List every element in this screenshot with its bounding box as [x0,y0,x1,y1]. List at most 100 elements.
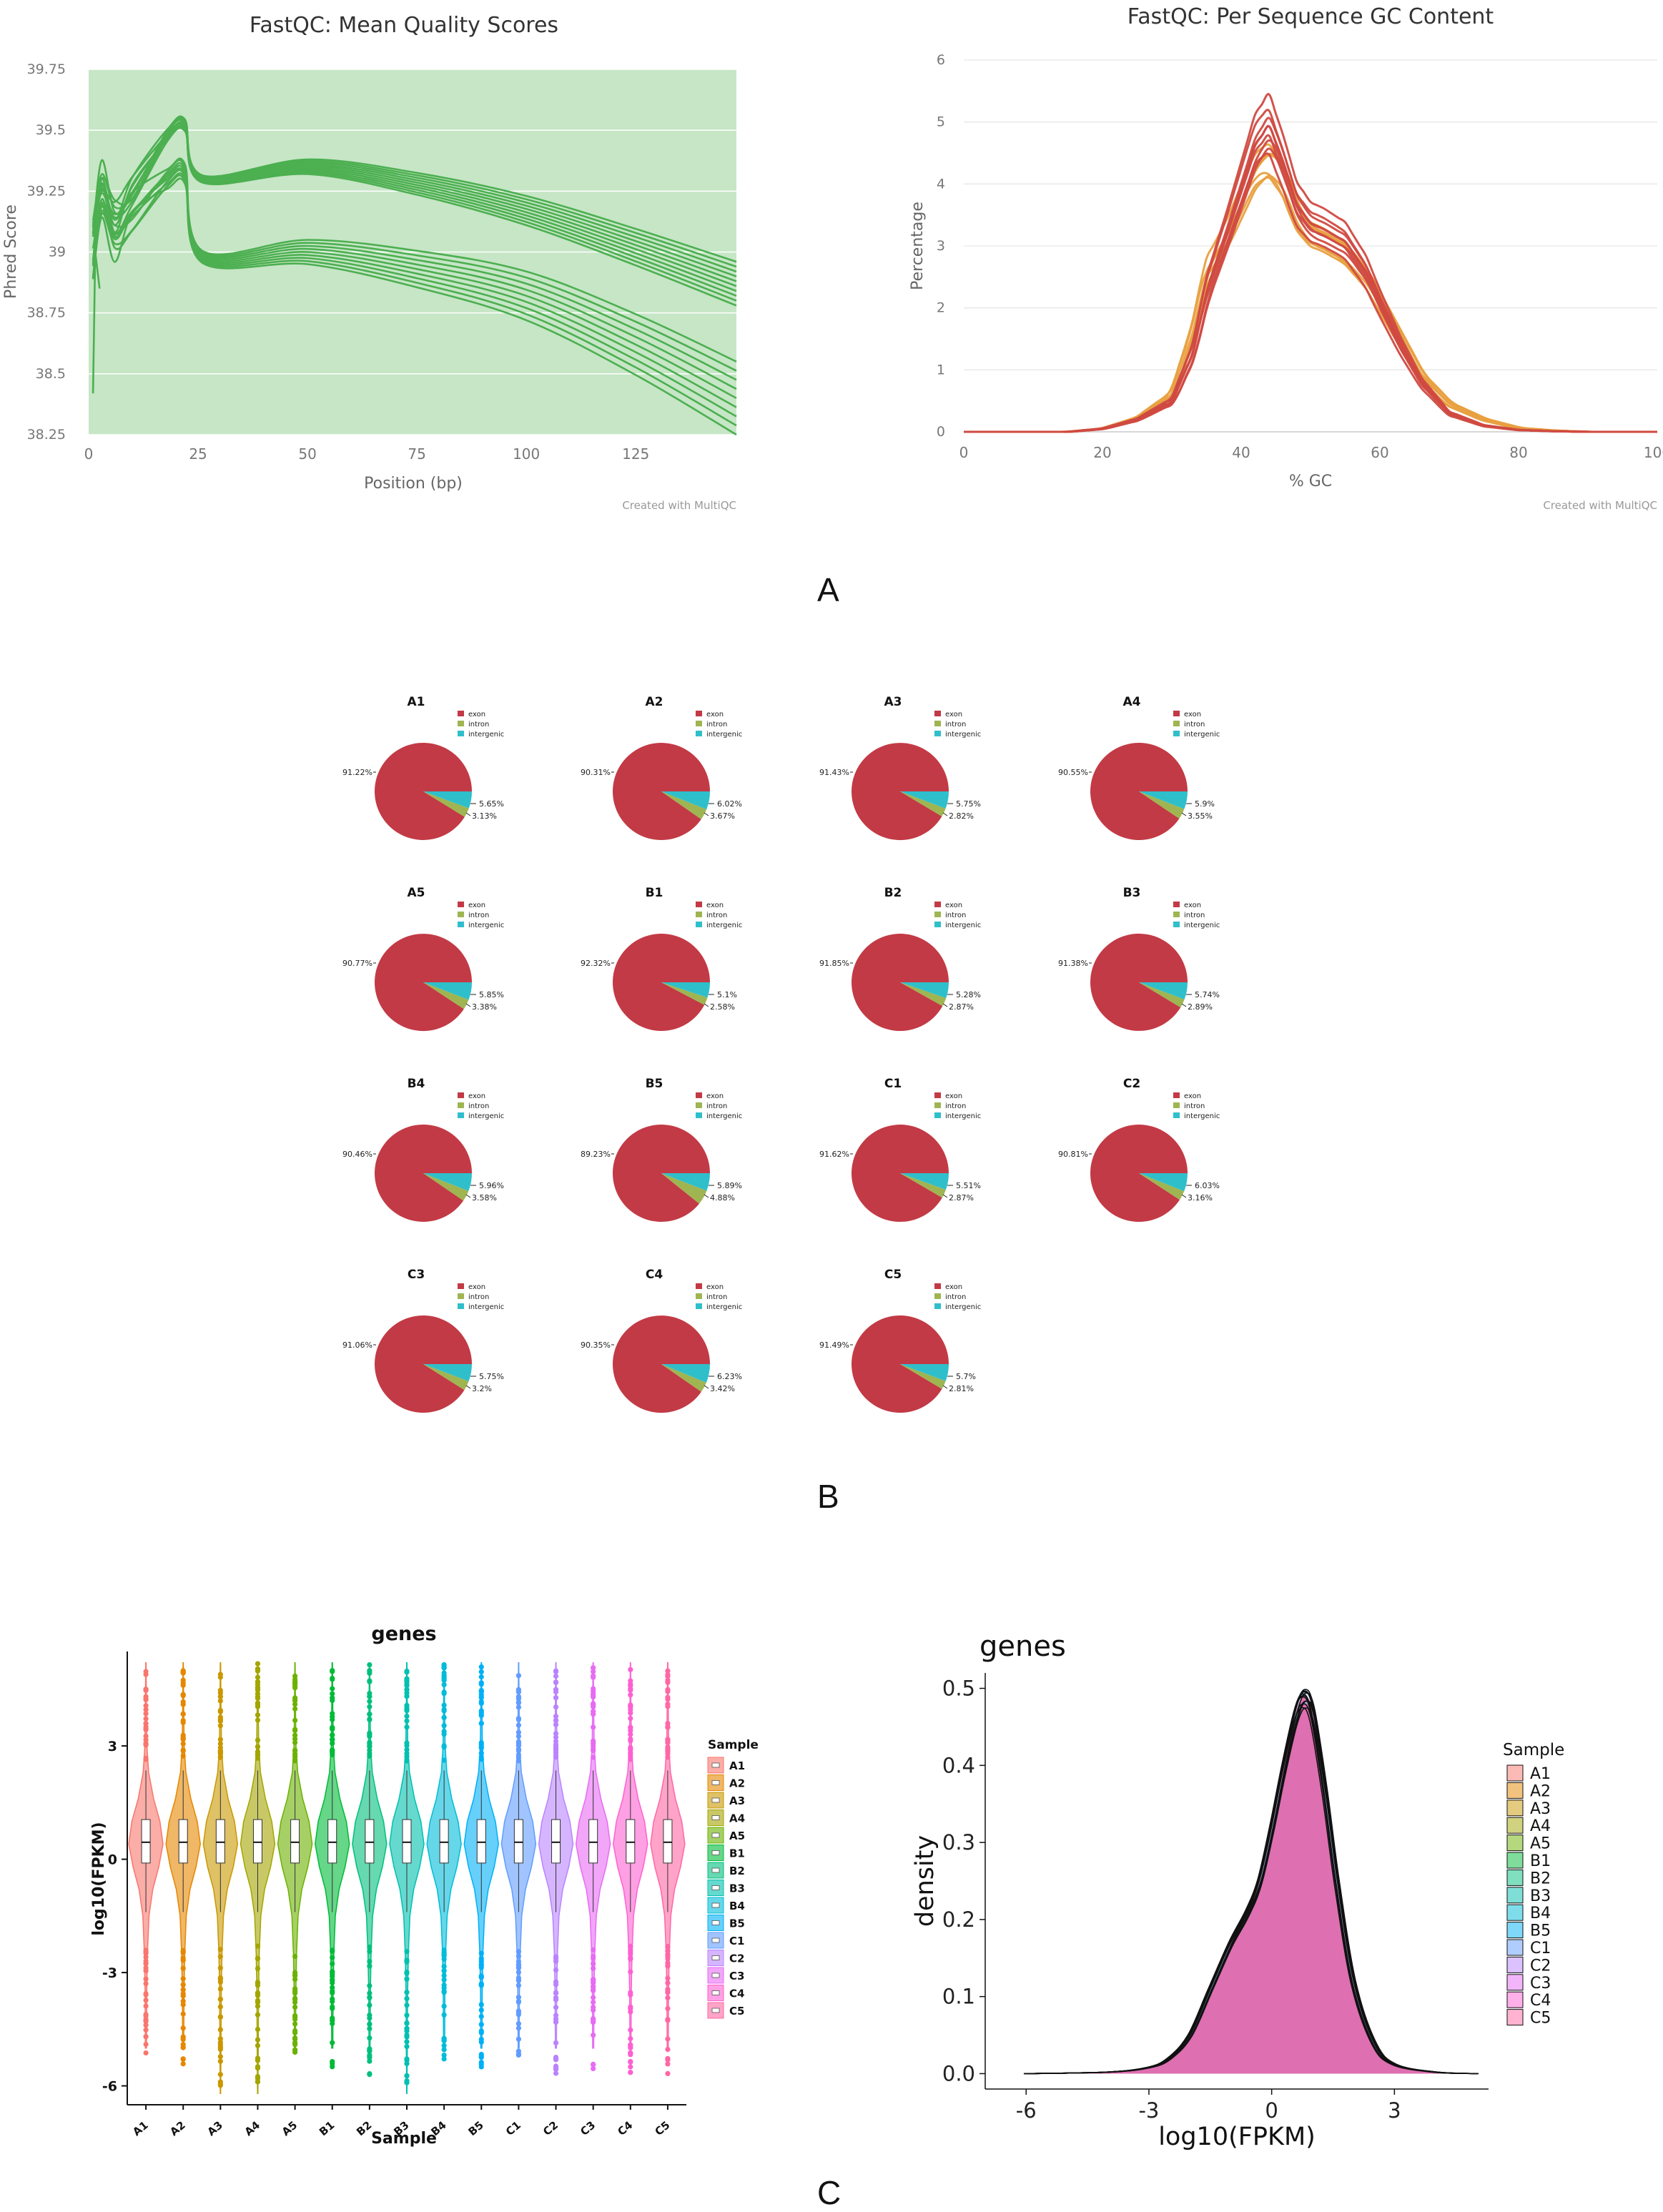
gc-series-line [964,125,1657,433]
pie-a5: A5 90.77% 5.85% 3.38% exon intron intergenic [342,886,504,1032]
outlier-point [217,1707,223,1713]
pie-title: C5 [884,1268,902,1282]
outlier-point [478,2022,484,2028]
legend-swatch [1506,1817,1524,1834]
gc-series-line [964,134,1657,433]
outlier-point [478,1674,484,1680]
x-tick-label: A5 [280,2118,300,2138]
x-tick-label: 0 [1265,2098,1278,2123]
outlier-point [180,2002,186,2008]
legend-swatch-intergenic [458,1303,464,1309]
outlier-point [404,2025,410,2031]
pie-label-tick [942,1385,948,1389]
outlier-point [591,1673,596,1679]
legend-swatch-box [711,1815,720,1820]
violin-c2: C2 [538,1662,574,2138]
outlier-point [553,1979,559,1985]
gc-series-line [964,152,1657,433]
legend-swatch [1506,1904,1524,1921]
outlier-point [404,1724,410,1730]
outlier-point [143,2023,149,2028]
outlier-point [367,2003,372,2008]
y-tick-label: 0.2 [942,1907,975,1932]
legend-label-intergenic: intergenic [468,922,504,929]
outlier-point [367,2055,372,2060]
outlier-point [441,1757,447,1763]
pie-label-exon: 91.49% [819,1340,849,1350]
legend-label: C5 [729,2005,744,2018]
legend-label: C4 [729,1988,744,2000]
outlier-point [367,1983,372,1989]
outlier-point [143,1950,149,1956]
violin-a3: A3 [202,1662,239,2138]
outlier-point [292,1727,298,1732]
outlier-point [441,1744,447,1750]
outlier-point [441,1952,447,1957]
outlier-point [628,1757,633,1762]
y-tick-label: 1 [937,362,945,377]
legend-swatch-box [711,1937,720,1943]
outlier-point [404,2073,410,2078]
legend-swatch-intron [934,1102,941,1108]
pie-slice-intron [1139,1173,1185,1200]
outlier-point [367,2058,372,2064]
pie-label-tick [1181,812,1187,816]
outlier-point [591,1977,596,1983]
legend-label-exon: exon [706,1283,724,1291]
outlier-point [180,1670,186,1676]
density-line-c5 [1027,1707,1478,2075]
outlier-point [591,1701,596,1707]
outlier-point [217,1737,223,1742]
outlier-point [478,1983,484,1988]
outlier-point [515,1953,522,1959]
pie-label-intergenic: 5.1% [717,990,737,999]
outlier-point [255,1737,261,1743]
outlier-point [515,2021,522,2027]
outlier-point [478,2053,484,2059]
legend-swatch-intron [696,1102,702,1108]
outlier-point [404,1694,410,1699]
legend-label-exon: exon [468,711,485,719]
outlier-point [441,1673,447,1679]
outlier-point [255,1965,261,1971]
pie-c4: C4 90.35% 6.23% 3.42% exon intron intergenic [581,1268,742,1413]
legend-swatch-box [711,1920,720,1925]
outlier-point [180,1748,186,1754]
outlier-point [330,1978,335,1983]
boxplot-box [402,1819,412,1864]
legend-swatch-intron [934,912,941,917]
outlier-point [367,1747,372,1753]
outlier-point [367,1662,372,1668]
outlier-point [330,1752,335,1757]
legend-label: B5 [729,1917,745,1930]
y-tick-label: 0 [937,424,945,440]
outlier-point [217,1986,223,1992]
outlier-point [591,1754,596,1760]
outlier-point [180,1692,186,1697]
violin-b4: B4 [426,1662,462,2138]
outlier-point [143,1687,149,1692]
outlier-point [292,2013,298,2019]
outlier-point [404,2013,410,2018]
x-tick-label: 3 [1388,2098,1401,2123]
outlier-point [404,1990,410,1995]
legend-label-intergenic: intergenic [468,1303,504,1311]
legend-swatch [1506,1922,1524,1939]
outlier-point [180,1677,186,1683]
chart-title: genes [371,1623,436,1645]
y-axis-label: Percentage [909,202,927,290]
outlier-point [292,1997,298,2003]
gc-series-line [964,109,1657,433]
outlier-point [217,1751,223,1757]
outlier-point [180,2045,186,2050]
outlier-point [180,1990,186,1997]
outlier-point [143,1672,149,1677]
outlier-point [367,1679,372,1684]
outlier-point [665,1679,671,1685]
gc-series-line [964,143,1657,433]
outlier-point [367,1948,372,1955]
legend-swatch-exon [1173,1092,1180,1098]
outlier-point [367,2021,372,2027]
outlier-point [217,1694,223,1699]
outlier-point [441,1967,447,1974]
